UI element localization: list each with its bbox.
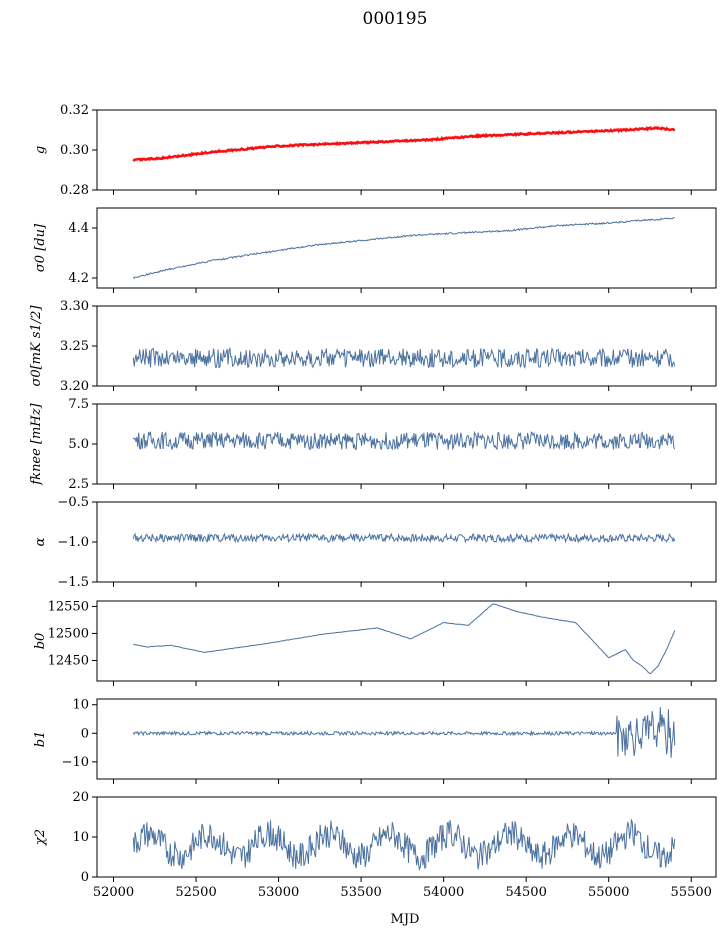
y-tick-label: 4.4 xyxy=(68,221,89,236)
x-tick-label: 54500 xyxy=(505,885,546,900)
series-line xyxy=(132,346,676,369)
y-axis-label: g xyxy=(33,146,48,154)
y-axis-label: σ0[mK s1/2] xyxy=(29,305,44,387)
y-tick-label: 4.2 xyxy=(68,271,89,286)
y-tick-label: 20 xyxy=(72,790,89,805)
y-tick-label: −10 xyxy=(62,755,89,770)
x-tick-label: 55000 xyxy=(588,885,629,900)
y-tick-label: 0.30 xyxy=(60,143,89,158)
y-tick-label: −1.0 xyxy=(57,535,89,550)
y-tick-label: 7.5 xyxy=(68,397,89,412)
panel-sigma0-du: 4.2 4.4 σ0 [du] xyxy=(33,207,717,293)
x-tick-label: 52500 xyxy=(175,885,216,900)
y-tick-label: 0.28 xyxy=(60,183,89,198)
y-tick-label: 0.32 xyxy=(60,103,89,118)
series-line xyxy=(133,603,676,675)
series-line xyxy=(132,532,676,544)
y-tick-label: 12500 xyxy=(48,626,89,641)
y-tick-label: 3.30 xyxy=(60,299,89,314)
series-line xyxy=(132,818,676,872)
series-line xyxy=(132,430,676,451)
panel-frame xyxy=(96,501,717,583)
y-tick-label: 12550 xyxy=(48,599,89,614)
y-tick-label: 10 xyxy=(72,830,89,845)
figure-title: 000195 xyxy=(363,9,428,29)
panel-sigma0-mk: 3.20 3.25 3.30 σ0[mK s1/2] xyxy=(29,299,717,394)
panel-frame xyxy=(96,600,717,682)
y-tick-label: 0 xyxy=(81,726,89,741)
series-line xyxy=(132,707,676,758)
panel-frame xyxy=(96,698,717,780)
y-axis-label: b0 xyxy=(33,633,48,650)
x-axis-label: MJD xyxy=(391,912,420,927)
panel-chi2: 0 10 20 52000 52500 53000 53500 54000 54500 55000… xyxy=(33,790,717,900)
x-tick-label: 53000 xyxy=(258,885,299,900)
y-tick-label: 3.25 xyxy=(60,339,89,354)
y-tick-label: −0.5 xyxy=(57,495,89,510)
y-tick-label: 10 xyxy=(72,698,89,713)
panel-b0: 12450 12500 12550 b0 xyxy=(33,599,717,686)
y-tick-label: 3.20 xyxy=(60,379,89,394)
y-axis-label: α xyxy=(33,537,48,546)
x-tick-label: 52000 xyxy=(93,885,134,900)
y-axis-label: χ2 xyxy=(33,829,48,846)
panel-frame xyxy=(96,109,717,191)
panel-frame xyxy=(96,207,717,289)
panel-g: 0.28 0.30 0.32 g xyxy=(33,103,717,198)
y-tick-label: 12450 xyxy=(48,653,89,668)
y-axis-label: fknee [mHz] xyxy=(29,402,44,485)
y-axis-label: σ0 [du] xyxy=(33,223,48,272)
panel-fknee: 2.5 5.0 7.5 fknee [mHz] xyxy=(29,397,717,492)
panel-alpha: −1.5 −1.0 −0.5 α xyxy=(33,495,717,590)
y-tick-label: 5.0 xyxy=(68,437,89,452)
x-tick-label: 54000 xyxy=(423,885,464,900)
series-line xyxy=(132,125,676,162)
series-line xyxy=(132,217,675,280)
panel-frame xyxy=(96,403,717,485)
panel-b1: −10 0 10 b1 xyxy=(33,698,717,784)
y-axis-label: b1 xyxy=(33,731,48,748)
x-tick-label: 55500 xyxy=(671,885,712,900)
panel-frame xyxy=(96,305,717,387)
panels: 0.28 0.30 0.32 g 4.2 4.4 σ0 [du] 3.20 3.25 3.30 σ0… xyxy=(29,103,717,900)
y-tick-label: 2.5 xyxy=(68,477,89,492)
y-tick-label: 0 xyxy=(81,870,89,885)
x-tick-label: 53500 xyxy=(340,885,381,900)
y-tick-label: −1.5 xyxy=(57,575,89,590)
